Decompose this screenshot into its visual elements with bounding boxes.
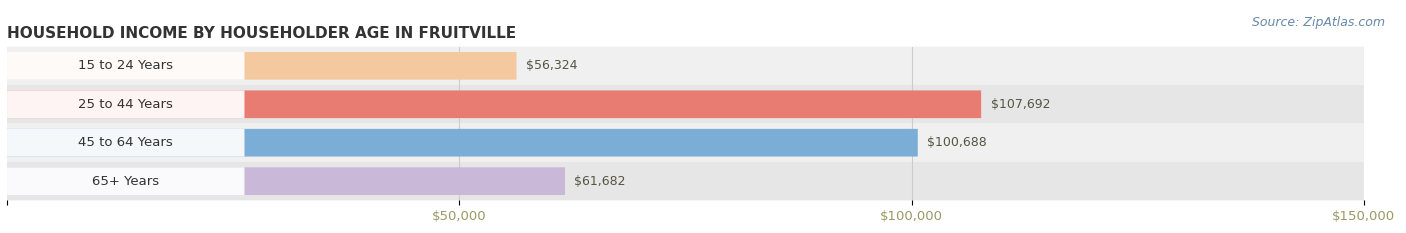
Text: $100,688: $100,688 [928, 136, 987, 149]
Text: 25 to 44 Years: 25 to 44 Years [79, 98, 173, 111]
FancyBboxPatch shape [7, 129, 918, 157]
Text: $61,682: $61,682 [575, 175, 626, 188]
FancyBboxPatch shape [7, 123, 1364, 162]
FancyBboxPatch shape [7, 162, 1364, 200]
Text: HOUSEHOLD INCOME BY HOUSEHOLDER AGE IN FRUITVILLE: HOUSEHOLD INCOME BY HOUSEHOLDER AGE IN F… [7, 26, 516, 41]
Text: 15 to 24 Years: 15 to 24 Years [79, 59, 173, 72]
FancyBboxPatch shape [7, 90, 245, 118]
Text: $107,692: $107,692 [991, 98, 1050, 111]
FancyBboxPatch shape [7, 90, 981, 118]
Text: 65+ Years: 65+ Years [93, 175, 159, 188]
Text: $56,324: $56,324 [526, 59, 578, 72]
FancyBboxPatch shape [7, 85, 1364, 123]
FancyBboxPatch shape [7, 167, 565, 195]
Text: 45 to 64 Years: 45 to 64 Years [79, 136, 173, 149]
FancyBboxPatch shape [7, 47, 1364, 85]
FancyBboxPatch shape [7, 129, 245, 157]
FancyBboxPatch shape [7, 52, 245, 80]
FancyBboxPatch shape [7, 52, 516, 80]
Text: Source: ZipAtlas.com: Source: ZipAtlas.com [1251, 16, 1385, 29]
FancyBboxPatch shape [7, 167, 245, 195]
